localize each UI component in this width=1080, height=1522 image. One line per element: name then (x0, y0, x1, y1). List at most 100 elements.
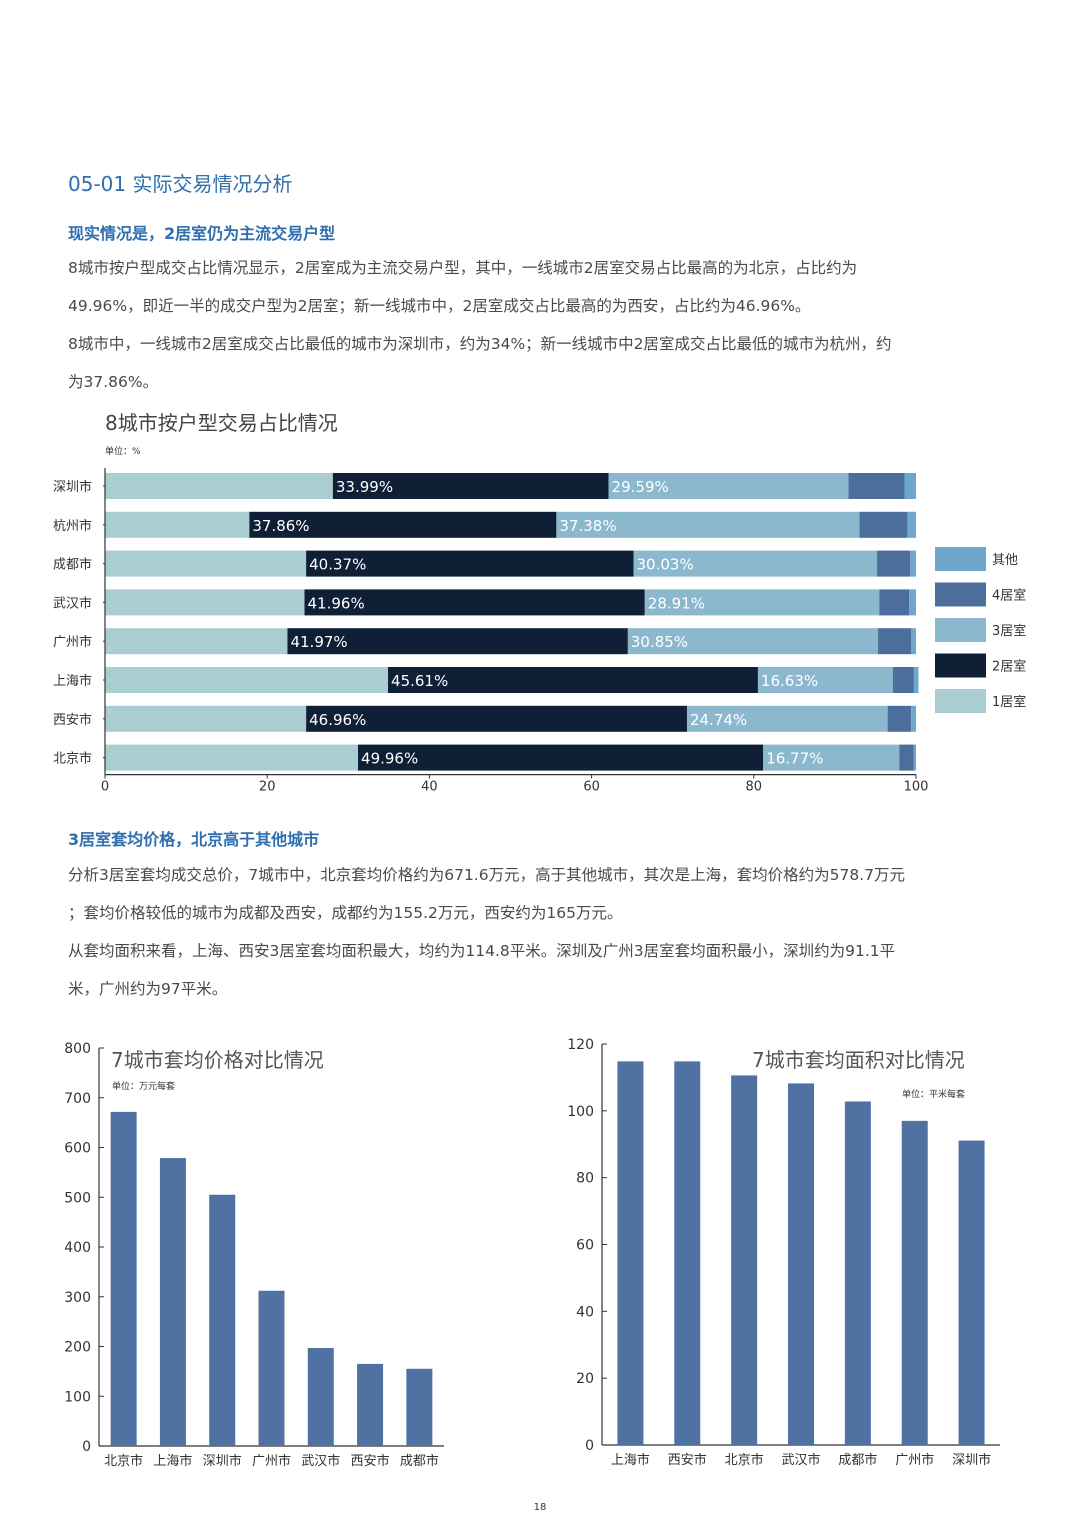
x-tick-label: 深圳市 (952, 1452, 991, 1468)
bar-segment (627, 628, 879, 655)
bar (406, 1368, 433, 1446)
bar (674, 1061, 701, 1445)
bar-segment (757, 667, 893, 693)
bar-segment (909, 589, 916, 616)
bar (958, 1140, 985, 1445)
x-tick-label: 上海市 (611, 1452, 650, 1468)
legend-label: 其他 (992, 553, 1018, 568)
paragraph-line: 49.96%，即近一半的成交户型为2居室；新一线城市中，2居室成交占比最高的为西… (68, 297, 811, 315)
x-tick-label: 上海市 (153, 1453, 192, 1469)
category-label: 北京市 (53, 751, 92, 767)
paragraph-three-bedroom: 分析3居室套均成交总价，7城市中，北京套均价格约为671.6万元，高于其他城市，… (68, 856, 1028, 1008)
category-label: 深圳市 (53, 479, 92, 495)
paragraph-line: 从套均面积来看，上海、西安3居室套均面积最大，均约为114.8平米。深圳及广州3… (68, 942, 896, 960)
bar (788, 1083, 814, 1445)
y-tick-label: 60 (576, 1238, 594, 1254)
data-label: 37.38% (559, 517, 616, 535)
data-label: 16.77% (766, 750, 823, 768)
y-tick-label: 200 (64, 1340, 91, 1356)
data-label: 37.86% (252, 517, 309, 535)
bar-segment (913, 667, 919, 693)
data-label: 29.59% (612, 478, 669, 496)
bar (901, 1120, 928, 1445)
bar-segment (306, 550, 634, 577)
data-label: 16.63% (761, 672, 818, 690)
x-tick-label: 北京市 (104, 1453, 143, 1469)
data-label: 28.91% (648, 594, 705, 612)
x-tick-label: 60 (583, 780, 600, 795)
chart-title: 7城市套均价格对比情况 (111, 1048, 324, 1072)
page-number: 18 (533, 1502, 547, 1513)
bar-segment (105, 628, 288, 655)
paragraph-two-bedroom: 8城市按户型成交占比情况显示，2居室成为主流交易户型，其中，一线城市2居室交易占… (68, 249, 1028, 401)
paragraph-line: 8城市按户型成交占比情况显示，2居室成为主流交易户型，其中，一线城市2居室交易占… (68, 259, 858, 277)
bar-segment (105, 550, 307, 577)
bar (110, 1111, 137, 1446)
y-tick-label: 20 (576, 1371, 594, 1387)
bar-segment (899, 744, 914, 771)
y-tick-label: 80 (576, 1171, 594, 1187)
bar-segment (633, 550, 878, 577)
x-tick-label: 武汉市 (301, 1453, 340, 1469)
y-tick-label: 600 (64, 1141, 91, 1157)
paragraph-line: 8城市中，一线城市2居室成交占比最低的城市为深圳市，约为34%；新一线城市中2居… (68, 335, 892, 353)
bar-segment (879, 589, 910, 616)
paragraph-line: 为37.86%。 (68, 373, 159, 391)
bar-segment (249, 511, 557, 538)
data-label: 30.03% (637, 556, 694, 574)
bar-segment (904, 473, 916, 499)
y-tick-label: 0 (585, 1438, 594, 1454)
y-tick-label: 40 (576, 1304, 594, 1320)
legend-label: 1居室 (992, 694, 1026, 710)
x-tick-label: 武汉市 (781, 1452, 820, 1468)
data-label: 46.96% (309, 711, 366, 729)
bar-segment (608, 473, 849, 499)
x-tick-label: 西安市 (351, 1453, 390, 1469)
y-tick-label: 700 (64, 1091, 91, 1107)
bar-segment (859, 511, 908, 538)
y-tick-label: 400 (64, 1240, 91, 1256)
paragraph-line: ；套均价格较低的城市为成都及西安，成都约为155.2万元，西安约为165万元。 (68, 904, 623, 922)
bar (258, 1290, 285, 1446)
bar (844, 1101, 871, 1445)
subheading-three-bedroom-price: 3居室套均价格，北京高于其他城市 (68, 830, 320, 849)
bar-segment (911, 628, 916, 655)
bar (209, 1194, 236, 1446)
bar-segment (388, 667, 758, 693)
bar-segment (907, 511, 916, 538)
bar-segment (306, 705, 687, 732)
paragraph-line: 分析3居室套均成交总价，7城市中，北京套均价格约为671.6万元，高于其他城市，… (68, 866, 905, 884)
x-tick-label: 广州市 (252, 1453, 291, 1469)
data-label: 41.96% (308, 594, 365, 612)
bar (731, 1075, 758, 1445)
x-tick-label: 西安市 (668, 1452, 707, 1468)
legend-swatch (935, 618, 986, 642)
chart-title: 8城市按户型交易占比情况 (105, 411, 338, 435)
data-label: 24.74% (690, 711, 747, 729)
chart-unit: 单位：平米每套 (902, 1088, 965, 1100)
chart-title: 7城市套均面积对比情况 (752, 1048, 965, 1072)
bar-segment (556, 511, 860, 538)
category-label: 上海市 (53, 673, 92, 689)
bar-segment (877, 550, 911, 577)
category-label: 杭州市 (53, 518, 92, 534)
x-tick-label: 成都市 (838, 1452, 877, 1468)
category-label: 武汉市 (53, 595, 92, 611)
bar-segment (105, 589, 305, 616)
legend-swatch (935, 689, 986, 713)
bar-segment (105, 667, 389, 693)
x-tick-label: 北京市 (725, 1452, 764, 1468)
x-tick-label: 20 (259, 780, 276, 795)
legend-swatch (935, 582, 986, 607)
bar-segment (105, 744, 359, 771)
bar-segment (644, 589, 880, 616)
legend-label: 2居室 (992, 659, 1026, 675)
bar-segment (910, 550, 916, 577)
bar (617, 1061, 644, 1445)
y-tick-label: 100 (64, 1389, 91, 1405)
data-label: 33.99% (336, 478, 393, 496)
bar (159, 1158, 186, 1446)
x-tick-label: 100 (904, 780, 929, 795)
